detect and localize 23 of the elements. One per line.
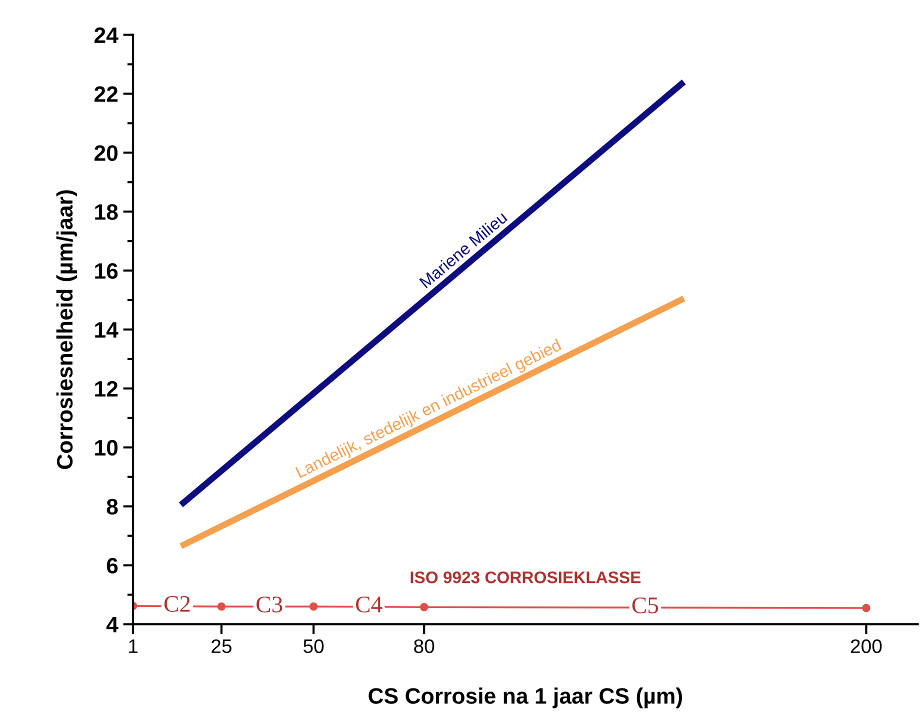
y-tick-label: 12	[95, 380, 118, 397]
y-tick-label: 22	[94, 86, 118, 102]
annotation: C4	[356, 596, 382, 612]
x-tick-label: 1	[129, 640, 138, 653]
y-tick-label: 24	[94, 27, 118, 43]
y-tick-label: 6	[106, 558, 118, 574]
y-tick-label: 8	[106, 498, 118, 515]
y-tick-label: 16	[95, 263, 118, 279]
annotation: C5	[632, 597, 658, 614]
x-tick-label: 200	[850, 639, 882, 654]
x-tick-label: 50	[304, 639, 324, 654]
x-tick-label: 25	[212, 639, 232, 654]
y-tick-label: 18	[95, 204, 118, 220]
annotation: ISO 9923 CORROSIEKLASSE	[410, 572, 641, 584]
x-tick-label: 80	[414, 639, 434, 654]
y-axis-title: Corrosiesnelheid (µm/jaar)	[56, 190, 78, 469]
y-tick-label: 10	[95, 440, 118, 456]
y-tick-label: 20	[94, 145, 118, 161]
x-axis-title: CS Corrosie na 1 jaar CS (µm)	[368, 687, 682, 708]
y-tick-label: 4	[106, 616, 118, 632]
annotation: C2	[164, 596, 190, 612]
y-tick-label: 14	[95, 322, 118, 338]
annotation: C3	[256, 596, 282, 612]
